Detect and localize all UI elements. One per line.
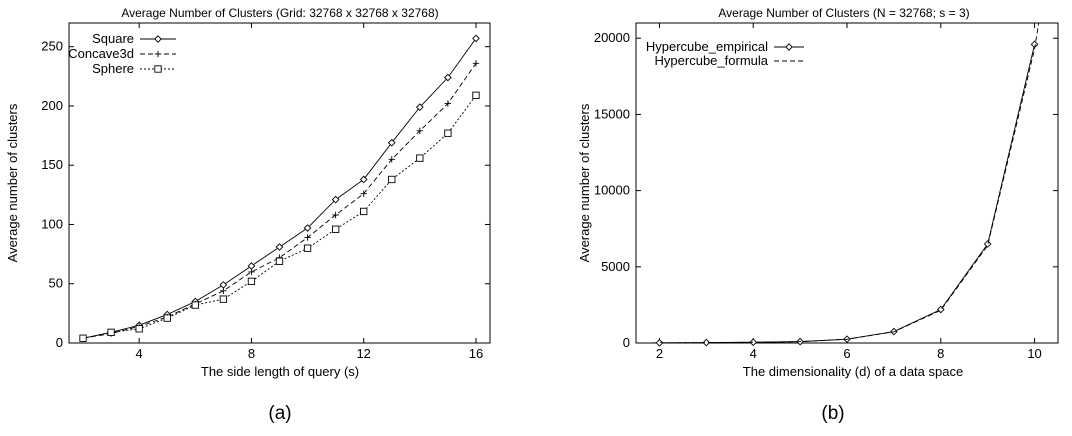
panel-caption-b: (b): [821, 403, 845, 424]
data-point-b-0: [936, 305, 945, 314]
data-point-a-2: [416, 154, 424, 162]
x-tick-label-b: 4: [750, 346, 757, 361]
chart-title-a: Average Number of Clusters (Grid: 32768 …: [121, 6, 438, 20]
legend-marker-b-0: [785, 43, 793, 51]
data-point-b-0: [983, 240, 992, 248]
x-tick-label-a: 12: [356, 346, 370, 361]
data-point-a-1: [444, 100, 452, 107]
legend-marker-a-2: [154, 65, 162, 73]
data-point-a-1: [248, 268, 255, 276]
data-point-a-2: [247, 277, 256, 286]
data-point-a-2: [135, 325, 143, 333]
plot-frame-a: [68, 22, 491, 344]
x-tick-label-a: 8: [248, 346, 255, 361]
data-point-a-2: [275, 257, 284, 265]
data-point-a-2: [388, 175, 396, 184]
legend-label-b-0: Hypercube_empirical: [646, 39, 768, 54]
data-point-a-0: [472, 34, 480, 43]
panel-caption-a: (a): [268, 403, 292, 424]
legend-label-a-0: Square: [92, 31, 134, 46]
data-point-b-0: [749, 338, 758, 347]
x-axis-label-b: The dimensionality (d) of a data space: [743, 364, 963, 379]
data-point-a-0: [219, 281, 228, 289]
y-tick-label-a: 50: [49, 276, 63, 291]
y-tick-label-a: 150: [41, 157, 63, 172]
data-point-a-2: [472, 91, 480, 99]
legend-label-b-1: Hypercube_formula: [655, 53, 769, 68]
series-line-a-1: [82, 63, 477, 339]
data-point-a-2: [191, 301, 199, 309]
data-point-a-0: [415, 103, 424, 111]
data-point-a-2: [303, 244, 312, 252]
y-tick-label-b: 15000: [594, 106, 630, 121]
data-point-a-1: [360, 190, 367, 197]
legend-marker-a-1: [154, 50, 162, 58]
data-point-a-0: [275, 243, 284, 251]
legend-label-a-1: Concave3d: [68, 46, 134, 61]
data-point-a-0: [387, 138, 396, 147]
chart-panel-a: Average Number of Clusters (Grid: 32768 …: [5, 6, 491, 379]
x-tick-label-b: 10: [1027, 346, 1041, 361]
x-tick-label-b: 2: [656, 346, 663, 361]
axis-ticks-b: 2 4 6 8 10 0 5000 10000 15000 20000: [594, 23, 1058, 361]
data-point-b-0: [702, 338, 711, 347]
x-tick-label-b: 8: [937, 346, 944, 361]
data-point-a-1: [416, 127, 424, 135]
data-point-a-2: [107, 328, 115, 336]
series-line-a-0: [82, 38, 477, 339]
data-point-a-1: [472, 60, 480, 67]
data-point-a-2: [163, 314, 171, 322]
series-line-b-1: [636, 23, 1040, 343]
legend-label-a-2: Sphere: [92, 61, 134, 76]
data-point-a-1: [304, 234, 311, 241]
y-axis-label-a: Average number of clusters: [5, 103, 20, 262]
series-line-b-0: [659, 44, 1035, 343]
data-point-a-2: [331, 225, 340, 233]
y-tick-label-b: 20000: [594, 30, 630, 45]
data-point-a-2: [444, 129, 452, 137]
chart-panel-b: Average Number of Clusters (N = 32768; s…: [577, 6, 1059, 379]
x-axis-label-a: The side length of query (s): [201, 364, 359, 379]
data-point-a-2: [360, 207, 368, 216]
y-tick-label-a: 250: [41, 39, 63, 54]
y-tick-label-b: 0: [623, 335, 630, 350]
data-point-a-2: [79, 334, 87, 342]
data-point-a-0: [359, 175, 368, 184]
series-group-b: [636, 23, 1040, 347]
plot-frame-b: [635, 22, 1059, 344]
y-tick-label-a: 200: [41, 98, 63, 113]
data-point-a-0: [331, 195, 340, 204]
data-point-a-1: [220, 287, 227, 295]
data-point-a-0: [303, 224, 312, 232]
data-point-a-0: [444, 73, 452, 82]
x-tick-label-a: 4: [136, 346, 143, 361]
data-point-a-1: [332, 211, 339, 219]
chart-title-b: Average Number of Clusters (N = 32768; s…: [718, 6, 969, 20]
axis-ticks-a: 4 8 12 16 0 50 100 150 200 250: [41, 23, 490, 361]
y-tick-label-a: 100: [41, 216, 63, 231]
x-tick-label-a: 16: [469, 346, 483, 361]
y-tick-label-a: 0: [56, 335, 63, 350]
x-tick-label-b: 6: [843, 346, 850, 361]
y-tick-label-b: 5000: [601, 259, 630, 274]
data-point-a-0: [247, 262, 256, 270]
series-line-a-2: [82, 95, 477, 339]
legend-marker-a-0: [154, 35, 162, 43]
y-tick-label-b: 10000: [594, 183, 630, 198]
data-point-b-0: [655, 339, 664, 347]
data-point-a-2: [219, 295, 228, 303]
data-point-a-1: [388, 156, 395, 163]
y-axis-label-b: Average number of clusters: [577, 103, 592, 262]
series-group-a: [79, 34, 480, 343]
